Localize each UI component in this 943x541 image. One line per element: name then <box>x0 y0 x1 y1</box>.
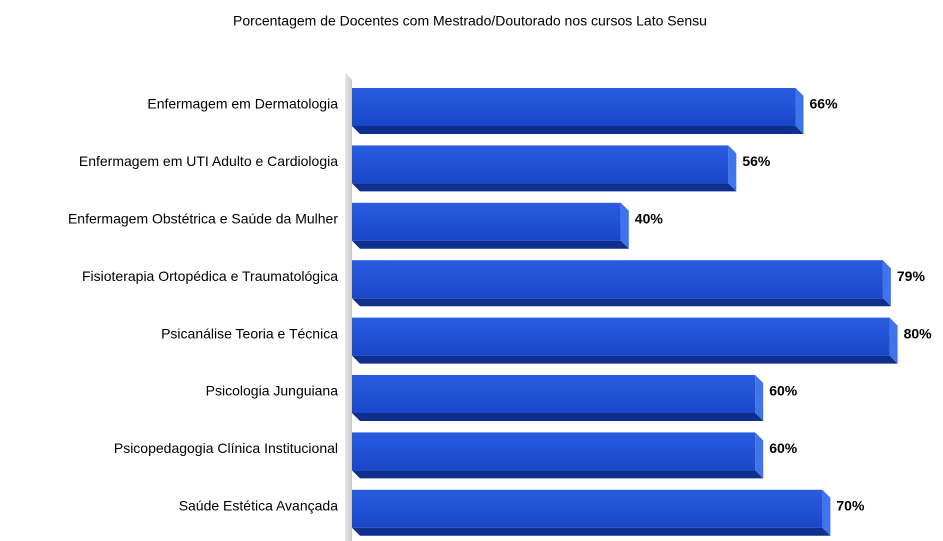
y-tick-label: Psicanálise Teoria e Técnica <box>161 325 338 341</box>
bar-side <box>795 88 804 134</box>
bar-side <box>882 260 891 307</box>
bar-side <box>728 145 737 192</box>
value-label: 60% <box>769 440 798 456</box>
y-tick-label: Psicopedagogia Clínica Institucional <box>114 440 338 456</box>
axis-wall <box>345 72 352 541</box>
bar-bottom <box>352 413 764 421</box>
bar-bottom <box>352 298 891 307</box>
y-tick-label: Fisioterapia Ortopédica e Traumatológica <box>82 268 338 284</box>
value-label: 66% <box>810 96 839 112</box>
value-label: 56% <box>742 153 771 169</box>
bar-bottom <box>352 527 831 536</box>
bar-bottom <box>352 470 764 479</box>
bar-front <box>352 489 823 528</box>
value-label: 80% <box>904 325 933 341</box>
bar-bottom <box>352 183 737 192</box>
y-tick-label: Enfermagem Obstétrica e Saúde da Mulher <box>68 211 338 227</box>
y-tick-label: Psicologia Junguiana <box>206 383 339 399</box>
bar-side <box>755 432 764 479</box>
bar-side <box>620 202 629 249</box>
bar-bottom <box>352 355 898 364</box>
bar-side <box>755 375 764 421</box>
bar <box>352 145 737 192</box>
value-label: 79% <box>897 268 926 284</box>
bar-front <box>352 202 621 241</box>
bar-bottom <box>352 240 629 249</box>
bar-front <box>352 432 756 471</box>
bar-bottom <box>352 126 804 134</box>
bar <box>352 88 804 134</box>
bar <box>352 489 831 536</box>
bar-front <box>352 145 729 184</box>
bar-front <box>352 375 756 413</box>
bar <box>352 317 898 364</box>
bar-front <box>352 88 796 126</box>
value-label: 70% <box>836 498 865 514</box>
value-label: 40% <box>635 211 664 227</box>
bar <box>352 432 764 479</box>
value-label: 60% <box>769 383 798 399</box>
bar <box>352 202 629 249</box>
bar-front <box>352 317 890 356</box>
bar-front <box>352 260 883 299</box>
y-tick-label: Enfermagem em Dermatologia <box>147 96 338 112</box>
bar <box>352 375 764 421</box>
bar-side <box>822 489 831 536</box>
chart-title: Porcentagem de Docentes com Mestrado/Dou… <box>233 13 707 29</box>
y-tick-label: Enfermagem em UTI Adulto e Cardiologia <box>79 153 338 169</box>
bar <box>352 260 891 307</box>
y-tick-label: Saúde Estética Avançada <box>179 498 339 514</box>
bar-side <box>889 317 898 364</box>
